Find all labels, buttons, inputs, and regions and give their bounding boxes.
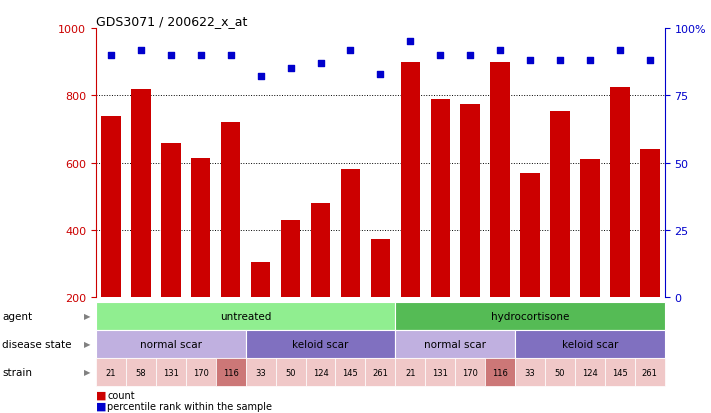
Text: GDS3071 / 200622_x_at: GDS3071 / 200622_x_at — [96, 15, 247, 28]
Bar — [431, 100, 450, 298]
Bar — [520, 173, 540, 298]
Text: strain: strain — [2, 367, 32, 377]
Bar — [400, 62, 420, 298]
Bar — [640, 150, 660, 298]
Text: percentile rank within the sample: percentile rank within the sample — [107, 401, 272, 411]
Text: 116: 116 — [492, 368, 508, 377]
Text: ■: ■ — [96, 390, 107, 400]
Text: 58: 58 — [136, 368, 146, 377]
Text: 131: 131 — [432, 368, 448, 377]
Text: 261: 261 — [642, 368, 658, 377]
Point — [555, 58, 566, 64]
Text: untreated: untreated — [220, 311, 272, 321]
Text: ▶: ▶ — [84, 339, 91, 349]
Text: 124: 124 — [582, 368, 598, 377]
Bar — [461, 104, 480, 298]
Point — [525, 58, 536, 64]
Text: 170: 170 — [193, 368, 209, 377]
Text: 33: 33 — [255, 368, 266, 377]
Bar — [101, 116, 121, 298]
Point — [494, 47, 506, 54]
Bar — [251, 263, 270, 298]
Point — [255, 74, 267, 81]
Text: 33: 33 — [525, 368, 535, 377]
Text: agent: agent — [2, 311, 32, 321]
Text: count: count — [107, 390, 135, 400]
Text: 170: 170 — [462, 368, 478, 377]
Point — [105, 52, 117, 59]
Point — [434, 52, 446, 59]
Bar — [491, 62, 510, 298]
Text: 145: 145 — [612, 368, 628, 377]
Point — [584, 58, 596, 64]
Point — [285, 66, 296, 73]
Bar — [580, 160, 599, 298]
Text: 131: 131 — [163, 368, 178, 377]
Bar — [221, 123, 240, 298]
Point — [165, 52, 176, 59]
Bar — [311, 204, 330, 298]
Bar — [131, 89, 151, 298]
Bar — [610, 88, 630, 298]
Text: hydrocortisone: hydrocortisone — [491, 311, 570, 321]
Text: ▶: ▶ — [84, 368, 91, 377]
Text: 145: 145 — [343, 368, 358, 377]
Text: keloid scar: keloid scar — [292, 339, 348, 349]
Bar — [341, 170, 360, 298]
Bar — [550, 111, 570, 298]
Text: normal scar: normal scar — [140, 339, 202, 349]
Text: 50: 50 — [285, 368, 296, 377]
Point — [405, 39, 416, 46]
Text: 50: 50 — [555, 368, 565, 377]
Text: 21: 21 — [405, 368, 415, 377]
Bar — [161, 143, 181, 298]
Point — [135, 47, 146, 54]
Text: ▶: ▶ — [84, 311, 91, 320]
Point — [614, 47, 626, 54]
Text: ■: ■ — [96, 401, 107, 411]
Point — [345, 47, 356, 54]
Point — [644, 58, 656, 64]
Text: 116: 116 — [223, 368, 239, 377]
Point — [315, 61, 326, 67]
Point — [375, 71, 386, 78]
Text: 261: 261 — [373, 368, 388, 377]
Point — [464, 52, 476, 59]
Text: disease state: disease state — [2, 339, 72, 349]
Text: 124: 124 — [313, 368, 328, 377]
Bar — [191, 158, 210, 298]
Bar — [370, 239, 390, 298]
Text: keloid scar: keloid scar — [562, 339, 618, 349]
Point — [195, 52, 206, 59]
Text: normal scar: normal scar — [424, 339, 486, 349]
Bar — [281, 221, 300, 298]
Text: 21: 21 — [106, 368, 116, 377]
Point — [225, 52, 236, 59]
